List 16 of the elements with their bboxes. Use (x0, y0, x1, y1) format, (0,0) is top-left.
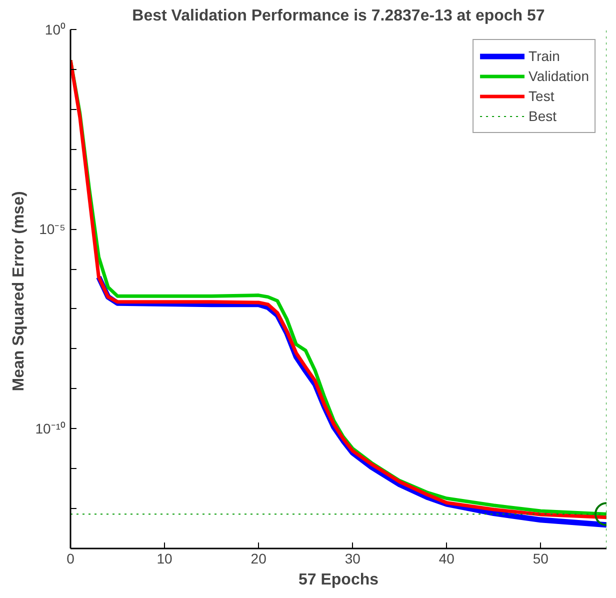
legend-label: Test (528, 88, 554, 104)
chart-title: Best Validation Performance is 7.2837e-13 at epoch 57 (132, 8, 545, 24)
x-axis-title: 57 Epochs (298, 572, 379, 588)
x-tick-label: 20 (250, 550, 267, 566)
legend-label: Validation (528, 68, 589, 84)
y-tick-label: 10⁰ (44, 22, 66, 38)
legend-label: Train (528, 48, 560, 64)
x-tick-label: 0 (66, 550, 75, 566)
y-axis-title: Mean Squared Error (mse) (10, 191, 28, 392)
y-tick-label: 10⁻¹⁰ (35, 420, 66, 437)
x-tick-label: 10 (156, 550, 173, 566)
x-tick-label: 50 (532, 550, 549, 566)
x-tick-label: 30 (344, 550, 361, 566)
x-tick-label: 40 (438, 550, 455, 566)
y-tick-label: 10⁻⁵ (39, 221, 66, 238)
legend-label: Best (528, 108, 557, 124)
